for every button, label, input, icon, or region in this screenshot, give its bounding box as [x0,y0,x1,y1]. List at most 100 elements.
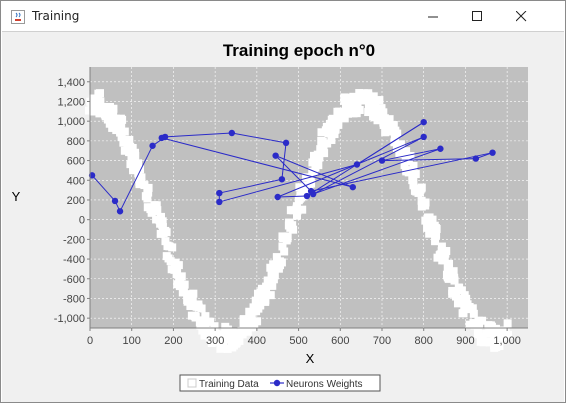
training-data-point [503,319,512,328]
training-data-point [450,273,459,282]
y-tick-label: 600 [67,156,85,168]
training-data-point [190,311,199,320]
training-data-point [340,96,349,105]
training-data-point [188,294,197,303]
maximize-button[interactable] [455,1,499,31]
training-data-point [406,152,415,161]
title-bar[interactable]: Training [1,1,565,31]
training-data-point [431,237,440,246]
training-data-point [280,247,289,256]
neuron-marker [353,161,361,168]
training-data-point [309,167,318,176]
training-data-point [346,100,355,109]
training-data-point [162,228,171,237]
training-data-point [504,330,513,339]
training-data-point [282,236,291,245]
neuron-marker [216,189,223,197]
chart: Training epoch n°0 1,400 1,200 1,000 800 600… [12,41,528,392]
neuron-link [231,132,287,144]
neuron-marker [378,157,386,164]
y-tick-label: 800 [67,136,85,148]
training-data-point [369,112,378,121]
training-data-point [183,295,192,304]
training-data-point [161,237,170,246]
x-tick-label: 1,000 [493,335,521,347]
training-data-point [293,211,302,220]
window-title: Training [32,9,80,23]
x-tick-label: 700 [373,335,391,347]
training-data-point [203,326,212,335]
legend-training-data-label: Training Data [199,379,259,390]
neuron-link [165,132,232,138]
y-tick-label: -1,000 [54,313,85,325]
legend: Training Data Neurons Weights [179,374,381,392]
y-tick-label: 0 [79,215,85,227]
training-data-point [390,138,399,147]
training-data-point [125,135,134,144]
neuron-link [275,155,312,192]
neuron-marker [349,183,356,191]
minimize-button[interactable] [411,1,455,31]
training-data-point [479,338,488,347]
y-tick-label: 1,200 [57,96,85,108]
training-data-point [442,247,451,256]
neuron-marker [149,142,156,149]
neuron-marker [282,139,290,147]
training-data-point [177,272,186,281]
training-data-point [267,281,276,290]
training-data-point [472,320,481,329]
training-data-point [223,325,232,334]
neuron-marker [489,149,496,156]
training-data-point [235,336,244,345]
neuron-link [312,136,424,195]
training-data-point [490,334,499,343]
training-data-point [95,109,104,118]
training-data-point [411,170,420,179]
neuron-marker [272,152,279,159]
training-data-point [158,217,167,226]
chart-title: Training epoch n°0 [223,41,375,60]
neuron-link [219,164,358,203]
training-data-point [189,289,198,298]
training-data-point [256,301,265,310]
training-data-point [334,116,343,125]
x-tick-label: 400 [248,335,266,347]
training-data-point [468,304,477,313]
neuron-link [281,142,287,180]
training-data-point [111,114,120,123]
training-data-point [397,147,406,156]
y-tick-label: -600 [63,274,85,286]
training-data-point [428,215,437,224]
training-data-point [425,229,434,238]
training-data-point [90,102,99,111]
training-data-point [432,225,441,234]
training-data-point [293,206,302,215]
training-data-point [84,106,93,115]
training-data-point [338,112,347,121]
training-data-point [198,326,207,335]
training-data-point [200,331,209,340]
neurons-weights-series [88,118,496,215]
training-data-point [355,105,364,114]
close-button[interactable] [499,1,543,31]
neuron-marker [437,145,444,152]
training-data-point [404,168,413,177]
training-data-point [369,92,378,101]
training-data-point [99,102,108,111]
maximize-icon [472,11,482,21]
training-data-point [144,183,153,192]
training-data-point [262,290,271,299]
training-data-point [331,125,340,134]
training-data-point [251,296,260,305]
training-data-point [364,91,373,100]
training-data-point [431,231,440,240]
neuron-link [381,148,441,162]
training-data-point [449,267,458,276]
training-data-point [143,194,152,203]
neuron-marker [216,198,223,206]
training-data-point [315,153,324,162]
legend-training-data-swatch [187,378,197,388]
training-data-point [495,342,504,351]
training-data-point [117,120,126,129]
y-tick-label: -200 [63,234,85,246]
